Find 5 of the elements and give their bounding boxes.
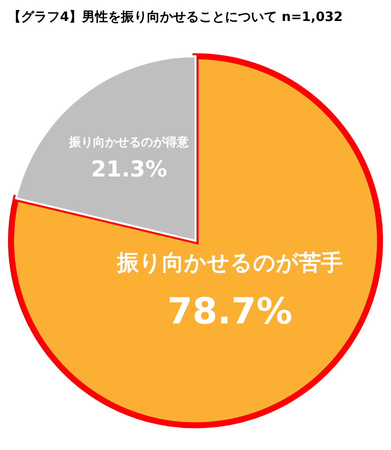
chart-title: 【グラフ4】男性を振り向かせることについて n=1,032: [8, 9, 343, 26]
data-label: 78.7%: [167, 292, 292, 333]
slice-label: 振り向かせるのが苦手: [116, 250, 343, 276]
data-label: 21.3%: [90, 158, 168, 183]
slice-label: 振り向かせるのが得意: [68, 134, 190, 149]
